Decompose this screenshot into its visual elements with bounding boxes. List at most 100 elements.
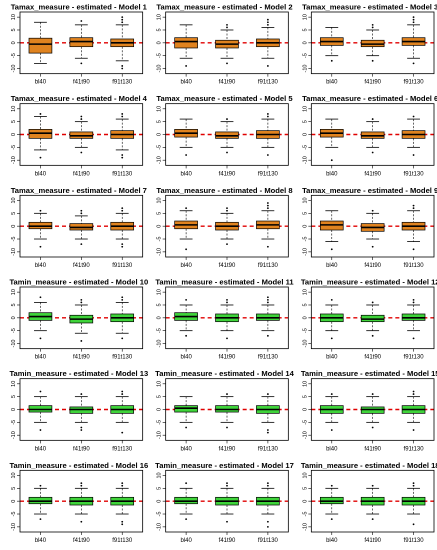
box-f41t90 <box>69 209 94 246</box>
box-bl40 <box>174 207 198 251</box>
x-tick-label: f41t90 <box>364 355 381 361</box>
box-bl40 <box>319 210 344 251</box>
outlier-point <box>412 337 415 340</box>
y-tick-label: 10 <box>157 381 163 387</box>
panel-title: Tamax_measure - estimated - Model 1 <box>11 3 148 12</box>
outlier-point <box>226 337 228 340</box>
y-tick-label: 5 <box>157 395 163 398</box>
y-tick-label: 10 <box>11 106 17 112</box>
outlier-point <box>80 393 83 395</box>
x-tick-label: f91t130 <box>404 446 425 452</box>
outlier-point <box>412 484 415 487</box>
outlier-point <box>121 207 124 210</box>
y-tick-label: 0 <box>157 408 163 411</box>
outlier-point <box>266 23 269 26</box>
x-tick-label: bl40 <box>180 80 192 86</box>
box-bl40 <box>319 298 344 340</box>
x-tick-label: f91t130 <box>258 355 279 361</box>
outlier-point <box>330 298 333 301</box>
outlier-point <box>226 207 228 210</box>
y-tick-label: -10 <box>302 340 308 348</box>
x-tick-label: f41t90 <box>73 355 90 361</box>
box-f91t130 <box>401 390 426 431</box>
outlier-point <box>80 298 83 301</box>
panel-model-13: Tamin_measure - estimated - Model 13 -10 -… <box>9 369 148 452</box>
outlier-point <box>121 431 124 434</box>
y-tick-label: -10 <box>11 431 17 439</box>
outlier-point <box>121 209 124 212</box>
y-tick-label: -10 <box>157 156 163 164</box>
outlier-point <box>121 154 124 156</box>
x-tick-label: f91t130 <box>404 355 425 361</box>
x-tick-label: f41t90 <box>73 80 90 86</box>
y-tick-label: 0 <box>302 500 308 503</box>
panel-model-15: Tamin_measure - estimated - Model 15 -10 -… <box>301 369 437 452</box>
outlier-point <box>80 301 83 304</box>
outlier-point <box>39 245 42 248</box>
x-tick-label: bl40 <box>180 355 192 361</box>
y-tick-label: 5 <box>302 303 308 306</box>
outlier-point <box>266 296 269 299</box>
panel-title: Tamax_measure - estimated - Model 6 <box>302 94 437 103</box>
box-f91t130 <box>110 113 135 159</box>
panel-title: Tamax_measure - estimated - Model 9 <box>302 186 437 195</box>
box-f41t90 <box>69 482 94 523</box>
outlier-point <box>121 16 124 19</box>
box-f41t90 <box>360 209 385 248</box>
y-tick-label: 10 <box>157 14 163 20</box>
outlier-point <box>266 154 269 156</box>
x-tick-label: f41t90 <box>73 263 90 269</box>
x-tick-label: f91t130 <box>258 446 279 452</box>
y-tick-label: 10 <box>157 106 163 112</box>
outlier-point <box>266 431 269 434</box>
outlier-point <box>226 26 228 29</box>
box-bl40 <box>28 484 53 521</box>
x-tick-label: f41t90 <box>219 171 236 177</box>
outlier-point <box>330 159 333 162</box>
box-bl40 <box>28 21 53 64</box>
y-tick-label: -5 <box>157 328 163 333</box>
box-f41t90 <box>215 207 239 246</box>
y-tick-label: -5 <box>302 420 308 425</box>
y-tick-label: 0 <box>157 41 163 44</box>
box-f41t90 <box>69 298 94 342</box>
y-tick-label: 0 <box>11 133 17 136</box>
outlier-point <box>226 209 228 212</box>
y-tick-label: -10 <box>302 248 308 256</box>
outlier-point <box>226 151 228 154</box>
box-f91t130 <box>110 207 135 248</box>
box-bl40 <box>319 484 344 521</box>
outlier-point <box>226 301 228 304</box>
x-tick-label: bl40 <box>180 171 192 177</box>
y-tick-label: 0 <box>302 133 308 136</box>
box-f41t90 <box>215 482 239 523</box>
outlier-point <box>39 429 42 431</box>
y-tick-label: -5 <box>302 328 308 333</box>
outlier-point <box>226 482 228 485</box>
x-tick-label: bl40 <box>35 80 47 86</box>
panel-model-18: Tamin_measure - estimated - Model 18 -10 -… <box>301 461 437 544</box>
outlier-point <box>266 525 269 528</box>
outlier-point <box>371 301 374 304</box>
panel-title: Tamin_measure - estimated - Model 10 <box>9 278 148 287</box>
y-tick-label: -10 <box>157 340 163 348</box>
outlier-point <box>266 484 269 487</box>
outlier-point <box>330 518 333 521</box>
y-tick-label: 10 <box>302 106 308 112</box>
panel-model-11: Tamin_measure - estimated - Model 11 -10 -… <box>155 278 294 361</box>
y-tick-label: -10 <box>157 65 163 73</box>
panel-title: Tamax_measure - estimated - Model 2 <box>156 3 292 12</box>
y-tick-label: 0 <box>11 408 17 411</box>
box-body <box>28 37 53 54</box>
x-tick-label: bl40 <box>326 355 338 361</box>
outlier-point <box>121 296 124 299</box>
box-bl40 <box>174 396 198 429</box>
x-tick-label: bl40 <box>180 263 192 269</box>
y-tick-label: 10 <box>11 472 17 478</box>
y-tick-label: -5 <box>157 512 163 517</box>
x-tick-label: f91t130 <box>404 263 425 269</box>
outlier-point <box>330 59 333 62</box>
outlier-point <box>266 429 269 431</box>
panel-model-16: Tamin_measure - estimated - Model 16 -10 -… <box>9 461 148 544</box>
y-tick-label: 5 <box>157 303 163 306</box>
